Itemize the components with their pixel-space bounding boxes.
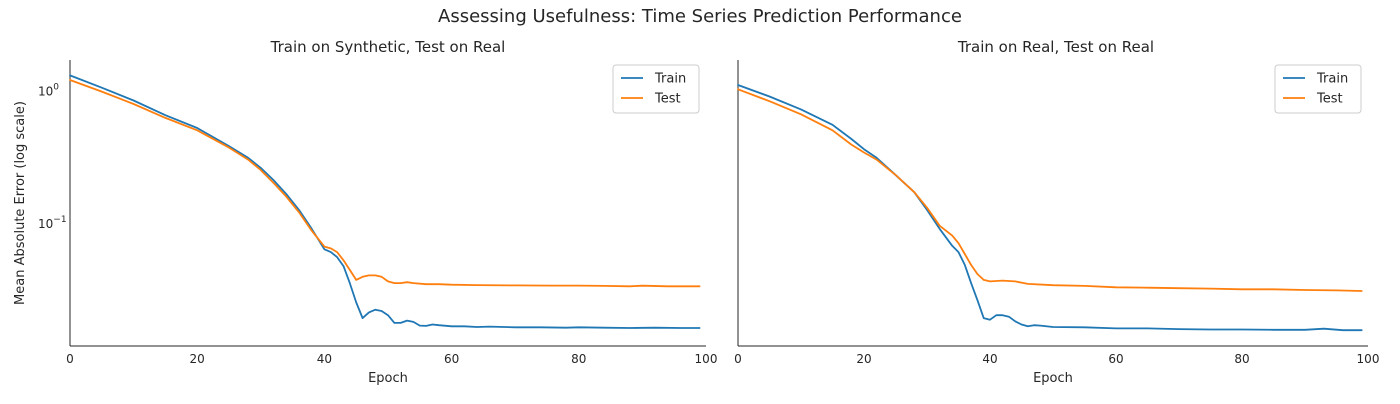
x-axis-label: Epoch [1033,371,1073,386]
legend: Train Test [612,64,700,114]
x-tick-label: 100 [695,352,718,366]
y-tick-label: 100 [38,82,59,98]
series-line-train [69,74,701,329]
legend-label-train: Train [654,72,686,87]
legend-label-test: Test [1316,92,1343,107]
x-tick-label: 0 [734,352,742,366]
series-line-test [69,79,701,288]
panel-title: Train on Real, Test on Real [957,38,1154,56]
x-tick-label: 60 [1108,352,1123,366]
x-tick-label: 20 [190,352,205,366]
legend-label-train: Train [1316,72,1348,87]
x-tick-label: 40 [982,352,997,366]
chart-panel-1: Train on Synthetic, Test on Real 0 20 40 60 8… [13,38,717,386]
series-line-train [737,84,1363,332]
legend: Train Test [1274,64,1362,114]
y-axis-label: Mean Absolute Error (log scale) [13,101,28,305]
x-tick-label: 20 [856,352,871,366]
x-tick-label: 60 [444,352,459,366]
y-tick-label: 10−1 [38,215,67,231]
x-tick-label: 100 [1357,352,1380,366]
series-line-test [737,88,1363,292]
legend-box [612,64,700,114]
chart-panel-2: Train on Real, Test on Real 0 20 40 60 80 100 E… [734,38,1379,386]
legend-box [1274,64,1362,114]
x-tick-label: 40 [317,352,332,366]
panel-title: Train on Synthetic, Test on Real [270,38,506,56]
x-tick-label: 80 [571,352,586,366]
figure-title: Assessing Usefulness: Time Series Predic… [438,6,962,27]
x-tick-label: 80 [1234,352,1249,366]
x-axis-label: Epoch [368,371,408,386]
x-tick-label: 0 [66,352,74,366]
legend-label-test: Test [654,92,681,107]
